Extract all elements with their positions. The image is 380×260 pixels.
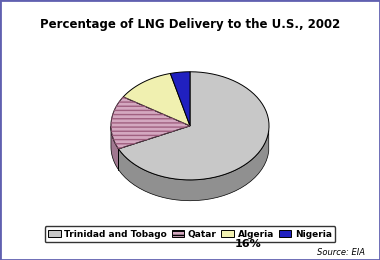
Polygon shape <box>123 74 190 126</box>
Polygon shape <box>111 97 190 149</box>
Polygon shape <box>119 131 269 201</box>
Text: Percentage of LNG Delivery to the U.S., 2002: Percentage of LNG Delivery to the U.S., … <box>40 18 340 31</box>
Text: 16%: 16% <box>235 239 261 249</box>
Polygon shape <box>111 126 119 170</box>
Text: Source: EIA: Source: EIA <box>317 248 365 257</box>
Polygon shape <box>119 72 269 180</box>
Polygon shape <box>170 72 190 126</box>
Legend: Trinidad and Tobago, Qatar, Algeria, Nigeria: Trinidad and Tobago, Qatar, Algeria, Nig… <box>44 226 336 242</box>
